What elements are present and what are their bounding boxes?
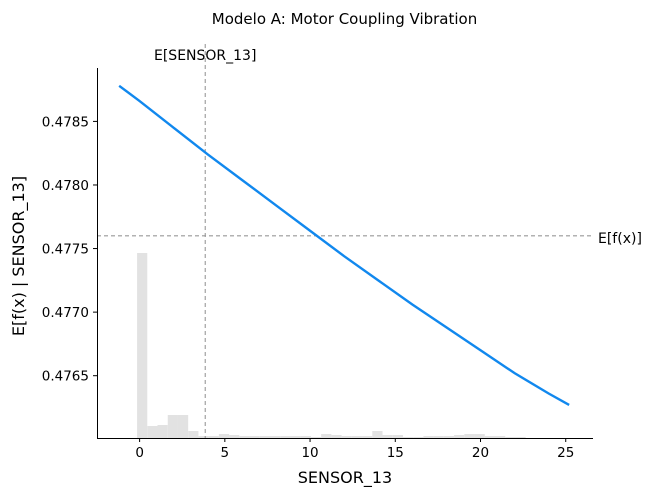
histogram-bar bbox=[310, 437, 322, 438]
chart-title: Modelo A: Motor Coupling Vibration bbox=[212, 10, 477, 28]
histogram-bar bbox=[351, 436, 363, 438]
histogram-bar bbox=[382, 435, 393, 438]
y-tick-label: 0.4785 bbox=[42, 114, 89, 130]
histogram-bar bbox=[259, 436, 271, 438]
y-axis-ticks: 0.4765 0.4770 0.4775 0.4780 0.4785 bbox=[42, 114, 97, 385]
expected-feature-label: E[SENSOR_13] bbox=[154, 48, 256, 64]
x-tick-label: 5 bbox=[221, 445, 230, 461]
histogram-bar bbox=[157, 425, 168, 438]
x-tick-label: 20 bbox=[472, 445, 489, 461]
histogram-bar bbox=[392, 435, 403, 438]
x-axis-label: SENSOR_13 bbox=[298, 468, 392, 488]
histogram-bar bbox=[239, 436, 250, 438]
histogram-bar bbox=[433, 436, 444, 438]
histogram-bar bbox=[484, 436, 495, 438]
y-tick-label: 0.4765 bbox=[42, 369, 89, 385]
x-tick-label: 15 bbox=[387, 445, 404, 461]
histogram-bar bbox=[290, 436, 301, 438]
histogram-bar bbox=[402, 437, 414, 438]
histogram-bar bbox=[494, 436, 506, 438]
histogram-bar bbox=[341, 436, 352, 438]
histogram-bar bbox=[229, 435, 240, 438]
x-tick-label: 25 bbox=[557, 445, 574, 461]
y-tick-label: 0.4775 bbox=[42, 242, 89, 258]
histogram-bar bbox=[362, 436, 373, 438]
histogram-bar bbox=[188, 431, 199, 438]
histogram-bar bbox=[372, 431, 383, 438]
histogram-bar bbox=[147, 426, 158, 438]
histogram bbox=[137, 253, 526, 438]
histogram-bar bbox=[443, 436, 455, 438]
histogram-bar bbox=[423, 436, 434, 438]
histogram-bar bbox=[331, 435, 342, 438]
x-axis-ticks: 0 5 10 15 20 25 bbox=[135, 438, 574, 461]
histogram-bar bbox=[218, 434, 230, 438]
histogram-bar bbox=[177, 415, 189, 438]
histogram-bar bbox=[137, 253, 148, 438]
expected-value-label: E[f(x)] bbox=[598, 231, 642, 247]
histogram-bar bbox=[300, 436, 311, 438]
histogram-bar bbox=[249, 436, 260, 438]
histogram-bar bbox=[270, 436, 281, 438]
y-tick-label: 0.4780 bbox=[42, 178, 89, 194]
histogram-bar bbox=[198, 436, 209, 438]
histogram-bar bbox=[280, 436, 291, 438]
x-tick-label: 0 bbox=[135, 445, 144, 461]
histogram-bar bbox=[321, 434, 332, 438]
histogram-bar bbox=[464, 434, 475, 438]
series-line bbox=[118, 84, 570, 406]
histogram-bar bbox=[505, 437, 516, 438]
histogram-bar bbox=[167, 415, 178, 438]
histogram-bar bbox=[515, 437, 526, 438]
histogram-bar bbox=[474, 434, 485, 438]
histogram-bar bbox=[413, 437, 424, 438]
x-tick-label: 10 bbox=[301, 445, 318, 461]
histogram-bar bbox=[208, 436, 219, 438]
y-axis-label: E[f(x) | SENSOR_13] bbox=[9, 176, 29, 336]
y-tick-label: 0.4770 bbox=[42, 305, 89, 321]
histogram-bar bbox=[454, 435, 465, 438]
